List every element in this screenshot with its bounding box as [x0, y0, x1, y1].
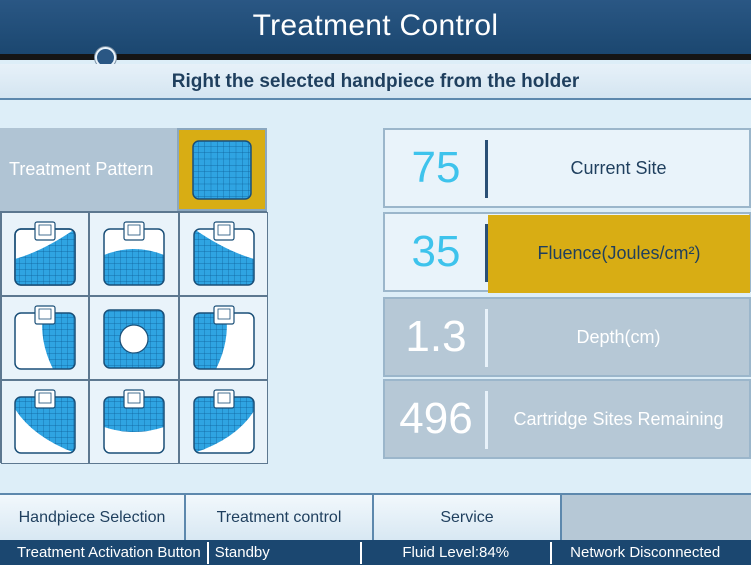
- pattern-upper-left-arc-icon: [14, 389, 76, 454]
- service-button[interactable]: Service: [374, 495, 562, 540]
- status-separator: [359, 541, 362, 564]
- status-separator: [206, 541, 209, 564]
- treatment-pattern-label: Treatment Pattern: [0, 128, 177, 211]
- pattern-upper-right-arc-icon: [192, 389, 255, 454]
- treatment-control-button[interactable]: Treatment control: [186, 495, 374, 540]
- full-grid-pattern-icon: [192, 139, 252, 200]
- param-divider: [485, 140, 488, 198]
- depth-label: Depth(cm): [576, 327, 661, 347]
- pattern-right-half[interactable]: [179, 296, 268, 380]
- pattern-bottom-arc-icon: [103, 221, 165, 286]
- pattern-diagonal-left-bottom[interactable]: [1, 212, 89, 296]
- pattern-center-hole[interactable]: [89, 296, 179, 380]
- fluence-row[interactable]: 35 Fluence(Joules/cm²): [383, 212, 751, 293]
- cartridge-row: 496 Cartridge Sites Remaining: [383, 379, 751, 459]
- current-site-row: 75 Current Site: [383, 128, 751, 208]
- selected-pattern-button[interactable]: [177, 128, 267, 211]
- current-site-value: 75: [411, 143, 461, 192]
- header-divider: [0, 54, 751, 60]
- standby-status: Standby: [214, 544, 270, 561]
- fluence-value: 35: [411, 227, 461, 276]
- pattern-center-hole-icon: [103, 309, 165, 369]
- activation-status-label: Treatment Activation Button: [17, 544, 201, 561]
- pattern-grid: [0, 211, 268, 464]
- pattern-top-arc-icon: [103, 389, 165, 454]
- handpiece-selection-button[interactable]: Handpiece Selection: [0, 495, 186, 540]
- fluence-button[interactable]: Fluence(Joules/cm²): [488, 215, 750, 293]
- param-divider: [485, 224, 488, 282]
- current-site-label: Current Site: [570, 158, 667, 178]
- instruction-message: Right the selected handpiece from the ho…: [0, 64, 751, 100]
- cartridge-sites-label: Cartridge Sites Remaining: [513, 409, 724, 429]
- pattern-left-half-icon: [14, 305, 76, 370]
- cartridge-sites-value: 496: [399, 394, 473, 443]
- empty-nav-slot: [562, 495, 751, 540]
- param-divider: [485, 391, 488, 449]
- depth-row: 1.3 Depth(cm): [383, 297, 751, 377]
- param-divider: [485, 309, 488, 367]
- bottom-nav: Handpiece Selection Treatment control Se…: [0, 493, 751, 540]
- pattern-diagonal-left-bottom-icon: [14, 221, 76, 286]
- pattern-bottom-arc[interactable]: [89, 212, 179, 296]
- depth-value: 1.3: [405, 312, 467, 361]
- network-status: Network Disconnected: [570, 544, 721, 561]
- pattern-left-half[interactable]: [1, 296, 89, 380]
- pattern-diagonal-right-bottom[interactable]: [179, 212, 268, 296]
- pattern-right-half-icon: [192, 305, 255, 370]
- pattern-upper-left-arc[interactable]: [1, 380, 89, 464]
- pattern-top-arc[interactable]: [89, 380, 179, 464]
- status-separator: [549, 541, 552, 564]
- fluid-level-status: Fluid Level:84%: [402, 544, 510, 561]
- pattern-upper-right-arc[interactable]: [179, 380, 268, 464]
- pattern-diagonal-right-bottom-icon: [192, 221, 255, 286]
- page-title: Treatment Control: [0, 0, 751, 54]
- status-bar: Treatment Activation Button Standby Flui…: [0, 540, 751, 565]
